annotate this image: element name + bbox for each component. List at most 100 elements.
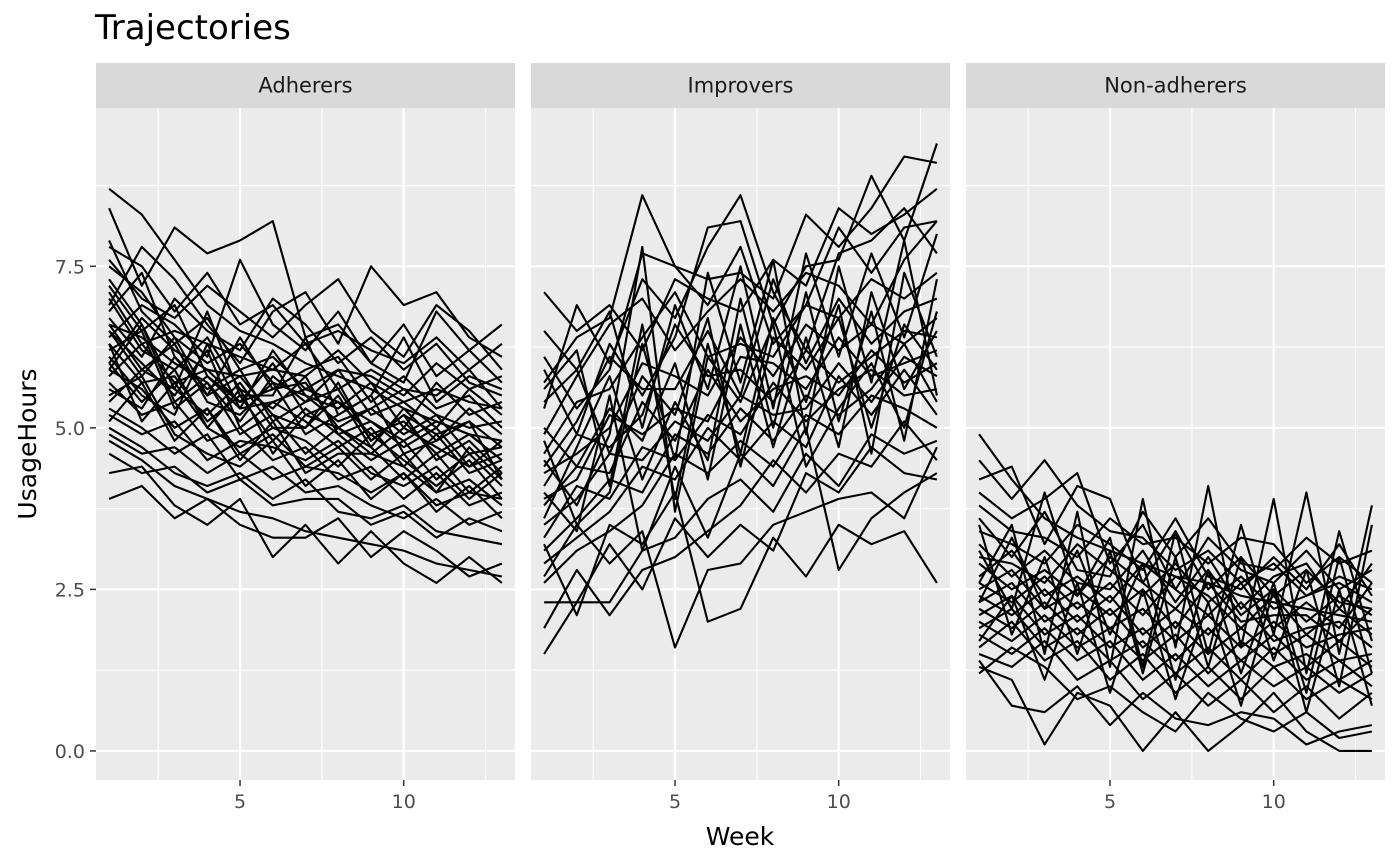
trajectory-line xyxy=(543,317,938,475)
trajectory-line xyxy=(108,259,503,371)
trajectory-line xyxy=(108,375,503,520)
strip-label: Non-adherers xyxy=(1104,74,1247,98)
trajectory-line xyxy=(108,323,503,423)
trajectory-line xyxy=(108,245,503,365)
panel-improvers: Improvers 5 10 xyxy=(531,63,950,813)
trajectory-line xyxy=(108,245,503,371)
trajectory-line xyxy=(108,362,503,500)
trajectory-line xyxy=(108,343,503,468)
trajectory-line xyxy=(978,504,1373,584)
strip-label: Adherers xyxy=(258,74,352,98)
trajectory-line xyxy=(108,413,503,500)
trajectory-line xyxy=(543,446,938,649)
panel-non-adherers: Non-adherers 5 10 xyxy=(966,63,1385,813)
x-tick-label: 10 xyxy=(1262,791,1286,813)
trajectory-line xyxy=(543,239,938,526)
trajectory-line xyxy=(978,581,1373,714)
trajectory-line xyxy=(108,426,503,546)
trajectory-line xyxy=(543,420,938,629)
x-tick-label: 5 xyxy=(669,791,681,813)
trajectory-line xyxy=(978,543,1373,610)
trajectory-line xyxy=(108,439,503,578)
panel-adherers: Adherers 5 10 xyxy=(96,63,515,813)
trajectory-line xyxy=(543,368,938,539)
x-tick-label: 5 xyxy=(234,791,246,813)
trajectory-line xyxy=(978,640,1373,720)
trajectory-line xyxy=(978,614,1373,681)
trajectory-line xyxy=(978,524,1373,688)
trajectory-line xyxy=(543,323,938,487)
y-tick-label: 7.5 xyxy=(55,256,85,278)
trajectory-line xyxy=(543,233,938,429)
trajectory-line xyxy=(543,491,938,623)
trajectory-line xyxy=(108,316,503,429)
trajectory-line xyxy=(543,143,938,436)
series-lines xyxy=(543,143,938,655)
trajectory-line xyxy=(978,484,1373,675)
trajectory-line xyxy=(543,342,938,552)
trajectory-line xyxy=(108,465,503,584)
trajectory-line xyxy=(978,627,1373,694)
y-tick-label: 5.0 xyxy=(55,418,85,440)
trajectory-line xyxy=(543,155,938,410)
trajectory-line xyxy=(978,491,1373,668)
trajectory-line xyxy=(108,323,503,462)
trajectory-line xyxy=(108,433,503,507)
trajectory-line xyxy=(543,194,938,409)
trajectory-line xyxy=(108,484,503,578)
trajectory-line xyxy=(108,297,503,397)
strip-background xyxy=(966,63,1385,108)
trajectory-line xyxy=(543,271,938,455)
strip-label: Improvers xyxy=(688,74,794,98)
series-lines xyxy=(978,433,1373,752)
trajectory-line xyxy=(108,330,503,449)
x-tick-label: 5 xyxy=(1104,791,1116,813)
y-tick-label: 2.5 xyxy=(55,579,85,601)
trajectory-line xyxy=(543,349,938,507)
trajectory-line xyxy=(543,316,938,468)
trajectory-line xyxy=(544,433,938,604)
trajectory-line xyxy=(543,187,938,352)
trajectory-line xyxy=(543,368,938,565)
y-axis: 0.0 2.5 5.0 7.5 xyxy=(55,256,96,763)
y-axis-title: UsageHours xyxy=(13,368,42,519)
trajectory-line xyxy=(543,394,938,584)
panel-background xyxy=(966,108,1385,780)
x-tick-label: 10 xyxy=(392,791,416,813)
trajectory-line xyxy=(108,407,503,526)
trajectory-line xyxy=(978,588,1373,649)
trajectory-line xyxy=(108,343,503,487)
trajectory-line xyxy=(978,536,1373,694)
strip-background xyxy=(531,63,950,108)
trajectory-line xyxy=(978,659,1373,746)
trajectory-line xyxy=(978,620,1373,701)
trajectory-line xyxy=(543,245,938,513)
trajectory-line xyxy=(543,278,938,519)
trajectory-line xyxy=(978,601,1373,662)
x-axis-title: Week xyxy=(706,822,775,851)
trajectory-line xyxy=(108,336,503,429)
chart-title: Trajectories xyxy=(95,8,291,48)
trajectory-line xyxy=(978,665,1372,752)
trajectory-line xyxy=(978,543,1373,610)
trajectory-line xyxy=(108,258,503,384)
trajectory-line xyxy=(108,329,503,494)
trajectory-line xyxy=(543,194,938,384)
trajectory-line xyxy=(108,291,503,410)
trajectory-line xyxy=(108,342,503,429)
trajectory-line xyxy=(108,278,503,416)
series-lines xyxy=(108,187,503,584)
trajectory-line xyxy=(978,549,1373,630)
trajectory-line xyxy=(543,271,938,500)
strip-background xyxy=(96,63,515,108)
trajectory-line xyxy=(543,336,938,500)
trajectory-line xyxy=(978,581,1373,649)
x-tick-label: 10 xyxy=(827,791,851,813)
trajectory-line xyxy=(108,452,503,539)
trajectory-line xyxy=(543,291,938,481)
y-tick-label: 0.0 xyxy=(55,741,85,763)
trajectory-line xyxy=(978,517,1373,597)
trajectory-line xyxy=(543,446,938,655)
trajectory-line xyxy=(108,381,503,494)
